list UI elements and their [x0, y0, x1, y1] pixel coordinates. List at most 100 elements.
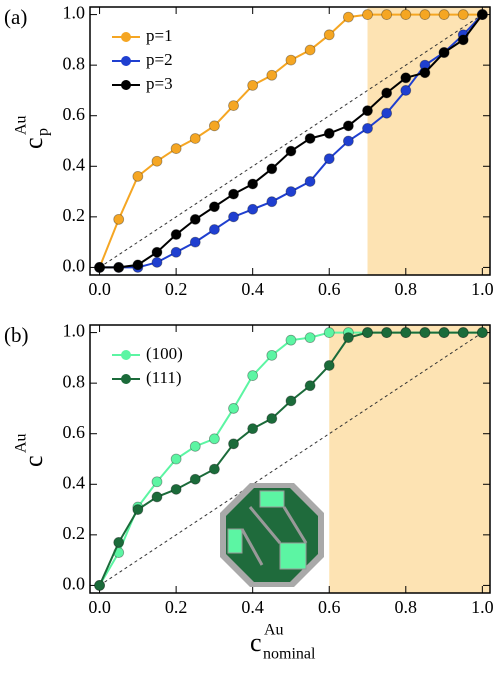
data-point — [324, 360, 334, 370]
data-point — [324, 128, 334, 138]
data-point — [248, 371, 258, 381]
x-tick-label: 0.0 — [88, 597, 111, 617]
data-point — [171, 144, 181, 154]
x-tick-label: 0.4 — [241, 597, 264, 617]
y-tick-label: 0.4 — [63, 154, 86, 174]
x-label-sub: nominal — [263, 646, 316, 663]
y-tick-label: 0.4 — [63, 472, 86, 492]
data-point — [439, 10, 449, 20]
data-point — [171, 454, 181, 464]
data-point — [363, 123, 373, 133]
y-label-base: c — [19, 455, 48, 467]
data-point — [286, 396, 296, 406]
data-point — [267, 414, 277, 424]
data-point — [286, 187, 296, 197]
legend-marker — [121, 80, 131, 90]
data-point — [286, 335, 296, 345]
data-point — [95, 580, 105, 590]
data-point — [343, 333, 353, 343]
data-point — [152, 156, 162, 166]
y-label-sup: Au — [13, 433, 30, 453]
data-point — [267, 164, 277, 174]
data-point — [363, 106, 373, 116]
x-tick-label: 0.8 — [395, 279, 418, 299]
data-point — [152, 492, 162, 502]
data-point — [114, 537, 124, 547]
data-point — [477, 328, 487, 338]
y-label-sup: Au — [13, 115, 30, 135]
nanoparticle-inset — [220, 483, 324, 587]
y-tick-label: 0.6 — [63, 104, 86, 124]
x-tick-label: 0.8 — [395, 597, 418, 617]
legend-marker — [121, 350, 131, 360]
legend-label: p=3 — [146, 74, 173, 93]
data-point — [190, 237, 200, 247]
y-tick-label: 0.8 — [63, 53, 86, 73]
data-point — [420, 10, 430, 20]
y-label-base: c — [19, 137, 48, 149]
data-point — [190, 474, 200, 484]
data-point — [324, 154, 334, 164]
data-point — [343, 136, 353, 146]
data-point — [382, 10, 392, 20]
data-point — [324, 328, 334, 338]
data-point — [95, 262, 105, 272]
data-point — [324, 30, 334, 40]
legend-label: (100) — [146, 344, 183, 363]
data-point — [401, 328, 411, 338]
data-point — [229, 212, 239, 222]
data-point — [171, 230, 181, 240]
facet-100 — [228, 529, 242, 553]
y-axis-label: c Au — [13, 433, 48, 467]
data-point — [171, 484, 181, 494]
facet-100 — [260, 491, 284, 507]
data-point — [305, 333, 315, 343]
data-point — [209, 464, 219, 474]
legend-label: p=2 — [146, 50, 173, 69]
legend-label: p=1 — [146, 26, 173, 45]
data-point — [477, 10, 487, 20]
x-tick-label: 0.2 — [165, 279, 188, 299]
data-point — [133, 171, 143, 181]
y-tick-label: 0.0 — [63, 574, 86, 594]
shaded-region — [368, 7, 490, 275]
legend-marker — [121, 374, 131, 384]
figure: 0.00.20.40.60.81.00.00.20.40.60.81.0p=1p… — [0, 0, 500, 675]
data-point — [401, 73, 411, 83]
legend-label: (111) — [146, 368, 182, 387]
data-point — [248, 179, 258, 189]
y-tick-label: 0.2 — [63, 205, 86, 225]
x-label-sup: Au — [264, 622, 284, 639]
data-point — [458, 35, 468, 45]
data-point — [152, 257, 162, 267]
data-point — [439, 328, 449, 338]
data-point — [229, 189, 239, 199]
y-axis-label: cpAu — [13, 115, 52, 149]
data-point — [286, 55, 296, 65]
shaded-region — [329, 325, 490, 593]
data-point — [190, 133, 200, 143]
y-tick-label: 1.0 — [63, 321, 86, 341]
data-point — [363, 328, 373, 338]
data-point — [171, 247, 181, 257]
panel-label: (a) — [4, 5, 27, 29]
data-point — [190, 441, 200, 451]
data-point — [439, 48, 449, 58]
data-point — [267, 70, 277, 80]
data-point — [363, 10, 373, 20]
data-point — [458, 328, 468, 338]
data-point — [209, 121, 219, 131]
data-point — [114, 214, 124, 224]
data-point — [209, 434, 219, 444]
data-point — [382, 108, 392, 118]
data-point — [305, 176, 315, 186]
data-point — [133, 505, 143, 515]
data-point — [248, 204, 258, 214]
data-point — [152, 477, 162, 487]
panel-label: (b) — [4, 323, 29, 347]
data-point — [248, 80, 258, 90]
data-point — [382, 88, 392, 98]
data-point — [248, 424, 258, 434]
x-tick-label: 0.2 — [165, 597, 188, 617]
